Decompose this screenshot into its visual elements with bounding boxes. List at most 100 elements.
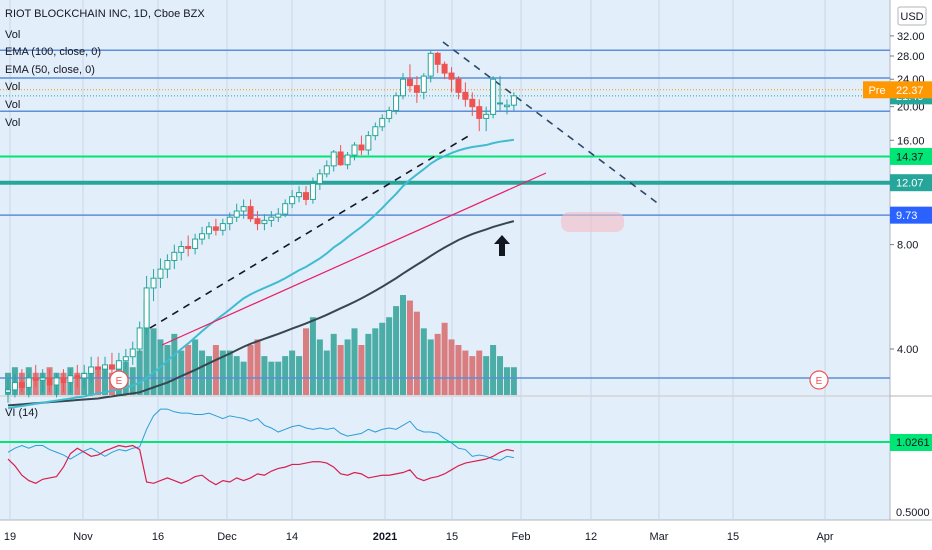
candle[interactable] <box>226 212 233 231</box>
candle[interactable] <box>53 373 60 398</box>
legend-line[interactable]: Vol <box>5 99 20 111</box>
candle[interactable] <box>497 76 504 111</box>
candle[interactable] <box>309 177 316 204</box>
candle[interactable] <box>323 160 330 178</box>
horizontal-levels[interactable] <box>0 49 890 379</box>
vi-pane[interactable] <box>0 397 890 520</box>
candle[interactable] <box>282 199 289 218</box>
candle[interactable] <box>302 186 309 206</box>
candle[interactable] <box>219 218 226 236</box>
candle[interactable] <box>178 240 185 261</box>
candle[interactable] <box>212 218 219 236</box>
currency-label[interactable]: USD <box>897 6 927 26</box>
candle[interactable] <box>171 244 178 270</box>
candle[interactable] <box>268 211 275 227</box>
candle[interactable] <box>60 369 67 393</box>
legend-line[interactable]: Vol <box>5 81 20 93</box>
candle[interactable] <box>102 356 109 378</box>
candle[interactable] <box>5 377 11 403</box>
candle[interactable] <box>420 73 427 100</box>
candle[interactable] <box>413 76 420 103</box>
candle[interactable] <box>150 269 157 302</box>
time-axis-label: Nov <box>73 531 93 543</box>
candle[interactable] <box>192 233 199 255</box>
candle[interactable] <box>157 258 164 288</box>
legend-line[interactable]: Vol <box>5 117 20 129</box>
candle[interactable] <box>164 254 171 279</box>
legend-line[interactable]: EMA (100, close, 0) <box>5 46 101 58</box>
candle[interactable] <box>476 99 483 132</box>
candle[interactable] <box>129 341 136 365</box>
trend-line-dashed-support[interactable] <box>149 134 471 329</box>
candle[interactable] <box>441 61 448 80</box>
candle[interactable] <box>95 356 102 378</box>
candle[interactable] <box>205 221 212 240</box>
candle[interactable] <box>199 226 206 245</box>
candle[interactable] <box>25 373 32 398</box>
earnings-marker-icon[interactable]: E <box>109 370 129 390</box>
candlesticks[interactable] <box>5 50 517 403</box>
candle[interactable] <box>11 373 18 398</box>
candle[interactable] <box>233 203 240 222</box>
candle[interactable] <box>330 149 337 172</box>
candle[interactable] <box>247 199 254 222</box>
trend-line-red[interactable] <box>161 172 547 346</box>
candle[interactable] <box>240 199 247 219</box>
candle[interactable] <box>379 114 386 132</box>
candle[interactable] <box>136 321 143 353</box>
candle[interactable] <box>18 369 25 393</box>
candle[interactable] <box>74 364 81 388</box>
candle[interactable] <box>39 369 46 393</box>
candle[interactable] <box>365 131 372 156</box>
highlight-marker[interactable] <box>561 212 624 232</box>
arrow-up-icon[interactable] <box>494 235 510 256</box>
candle[interactable] <box>67 369 74 393</box>
price-axis-label: 8.00 <box>897 240 918 252</box>
candle[interactable] <box>434 51 441 74</box>
legend-title[interactable]: RIOT BLOCKCHAIN INC, 1D, Cboe BZX <box>5 8 205 20</box>
candle[interactable] <box>406 64 413 93</box>
candle[interactable] <box>254 211 261 231</box>
candle[interactable] <box>455 76 462 100</box>
candle[interactable] <box>185 235 192 257</box>
legend-line[interactable]: EMA (50, close, 0) <box>5 64 95 76</box>
candle[interactable] <box>469 92 476 116</box>
candle[interactable] <box>143 275 150 335</box>
time-axis[interactable]: 19 Nov 16 Dec 14 2021 15 Feb 12 Mar 15 Apr <box>4 531 834 543</box>
candle[interactable] <box>448 67 455 93</box>
candle[interactable] <box>393 92 400 115</box>
candle[interactable] <box>88 356 95 383</box>
candle[interactable] <box>32 364 39 388</box>
trend-line-dashed-resistance[interactable] <box>442 41 661 206</box>
earnings-marker-icon[interactable]: E <box>809 370 829 390</box>
vi-title[interactable]: VI (14) <box>5 407 38 419</box>
candle[interactable] <box>510 92 517 111</box>
candle[interactable] <box>275 208 282 222</box>
candle[interactable] <box>358 135 365 156</box>
candle[interactable] <box>490 76 497 119</box>
price-tag <box>890 174 932 192</box>
candle[interactable] <box>351 142 358 161</box>
candle[interactable] <box>289 189 296 209</box>
candle[interactable] <box>483 106 490 132</box>
candle[interactable] <box>386 106 393 123</box>
candle[interactable] <box>344 152 351 170</box>
candle[interactable] <box>81 364 88 388</box>
candle[interactable] <box>296 186 303 203</box>
candle[interactable] <box>261 214 268 231</box>
volume-bar <box>219 350 226 395</box>
candle[interactable] <box>372 122 379 141</box>
candle[interactable] <box>316 169 323 190</box>
candle[interactable] <box>462 82 469 107</box>
candle[interactable] <box>108 352 115 374</box>
candle[interactable] <box>337 145 344 166</box>
candle[interactable] <box>400 73 407 100</box>
candle[interactable] <box>122 349 129 370</box>
legend-line[interactable]: Vol <box>5 29 20 41</box>
candle[interactable] <box>427 50 434 83</box>
candle[interactable] <box>46 369 53 393</box>
candle[interactable] <box>503 99 510 115</box>
time-axis-label: Dec <box>217 531 237 543</box>
